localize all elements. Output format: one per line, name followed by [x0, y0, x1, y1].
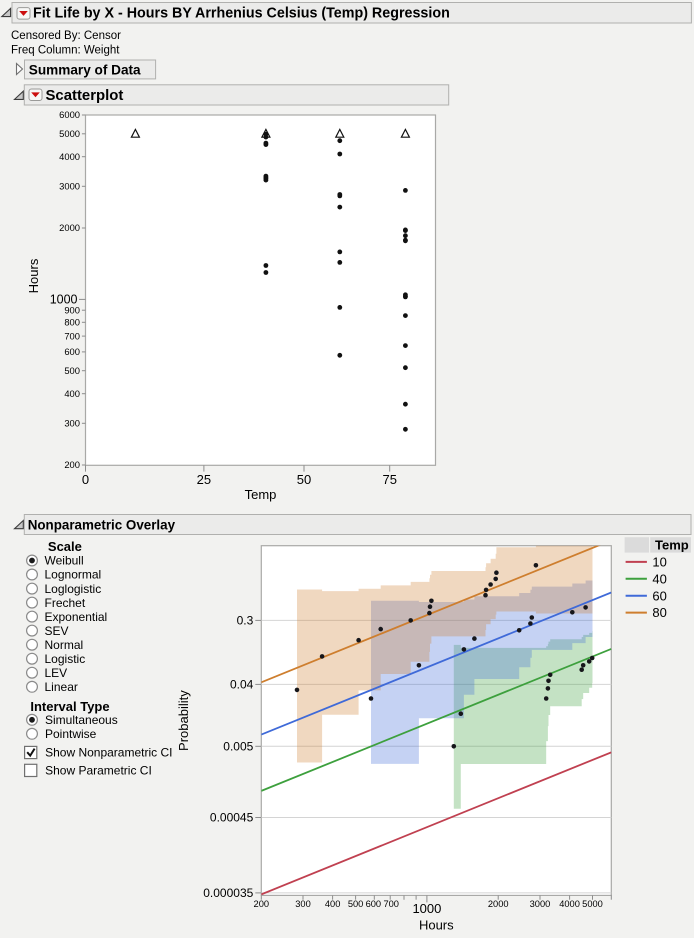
svg-text:LEV: LEV — [45, 666, 68, 680]
svg-text:400: 400 — [64, 388, 80, 399]
svg-text:Show Nonparametric CI: Show Nonparametric CI — [45, 746, 172, 760]
svg-text:25: 25 — [197, 472, 211, 487]
svg-text:600: 600 — [366, 899, 382, 909]
svg-text:Nonparametric Overlay: Nonparametric Overlay — [28, 518, 176, 533]
svg-text:Show Parametric CI: Show Parametric CI — [45, 764, 152, 778]
svg-text:Censored By: Censor: Censored By: Censor — [11, 30, 121, 42]
svg-text:2000: 2000 — [488, 899, 509, 909]
svg-text:300: 300 — [295, 899, 311, 909]
svg-text:1000: 1000 — [50, 293, 78, 307]
svg-text:Pointwise: Pointwise — [45, 727, 97, 741]
svg-text:Summary of Data: Summary of Data — [29, 62, 141, 77]
svg-text:Logistic: Logistic — [45, 652, 86, 666]
svg-text:4000: 4000 — [559, 899, 580, 909]
svg-text:700: 700 — [64, 330, 80, 341]
svg-text:Scatterplot: Scatterplot — [46, 88, 124, 104]
svg-text:Scale: Scale — [48, 539, 82, 554]
svg-text:Fit Life by X - Hours BY Arrhe: Fit Life by X - Hours BY Arrhenius Celsi… — [33, 5, 450, 21]
svg-text:Linear: Linear — [45, 680, 78, 694]
svg-text:Interval Type: Interval Type — [30, 699, 109, 714]
svg-text:0: 0 — [82, 472, 89, 487]
svg-text:700: 700 — [383, 899, 399, 909]
svg-text:4000: 4000 — [59, 151, 80, 162]
svg-text:0.00045: 0.00045 — [210, 810, 254, 824]
svg-text:800: 800 — [64, 317, 80, 328]
svg-text:5000: 5000 — [582, 899, 603, 909]
svg-text:0.3: 0.3 — [237, 613, 254, 627]
svg-text:Temp: Temp — [655, 538, 689, 553]
svg-text:Weibull: Weibull — [45, 554, 84, 568]
svg-text:50: 50 — [297, 472, 311, 487]
svg-text:Frechet: Frechet — [45, 596, 86, 610]
svg-text:3000: 3000 — [530, 899, 551, 909]
svg-text:75: 75 — [382, 472, 396, 487]
svg-text:SEV: SEV — [45, 624, 69, 638]
svg-text:6000: 6000 — [59, 109, 80, 120]
svg-text:Normal: Normal — [45, 638, 84, 652]
svg-text:Simultaneous: Simultaneous — [45, 713, 118, 727]
svg-text:Loglogistic: Loglogistic — [45, 582, 102, 596]
svg-text:Exponential: Exponential — [45, 610, 108, 624]
svg-text:200: 200 — [254, 899, 270, 909]
svg-text:60: 60 — [652, 588, 666, 603]
svg-text:10: 10 — [652, 555, 666, 570]
svg-text:200: 200 — [64, 459, 80, 470]
svg-text:500: 500 — [64, 365, 80, 376]
svg-text:1000: 1000 — [412, 901, 441, 916]
svg-text:400: 400 — [325, 899, 341, 909]
svg-text:80: 80 — [652, 605, 666, 620]
svg-text:Temp: Temp — [245, 487, 277, 502]
svg-text:500: 500 — [348, 899, 364, 909]
svg-text:600: 600 — [64, 346, 80, 357]
svg-text:Lognormal: Lognormal — [45, 568, 102, 582]
svg-text:900: 900 — [64, 304, 80, 315]
svg-text:0.000035: 0.000035 — [203, 886, 253, 900]
svg-text:Freq Column: Weight: Freq Column: Weight — [11, 44, 120, 56]
svg-text:40: 40 — [652, 571, 666, 586]
svg-text:0.04: 0.04 — [230, 677, 254, 691]
svg-text:Probability: Probability — [176, 690, 191, 751]
svg-text:Hours: Hours — [26, 258, 41, 293]
svg-text:5000: 5000 — [59, 128, 80, 139]
svg-text:3000: 3000 — [59, 181, 80, 192]
svg-text:Hours: Hours — [419, 917, 454, 932]
svg-text:2000: 2000 — [59, 222, 80, 233]
svg-text:300: 300 — [64, 417, 80, 428]
svg-text:0.005: 0.005 — [223, 739, 253, 753]
